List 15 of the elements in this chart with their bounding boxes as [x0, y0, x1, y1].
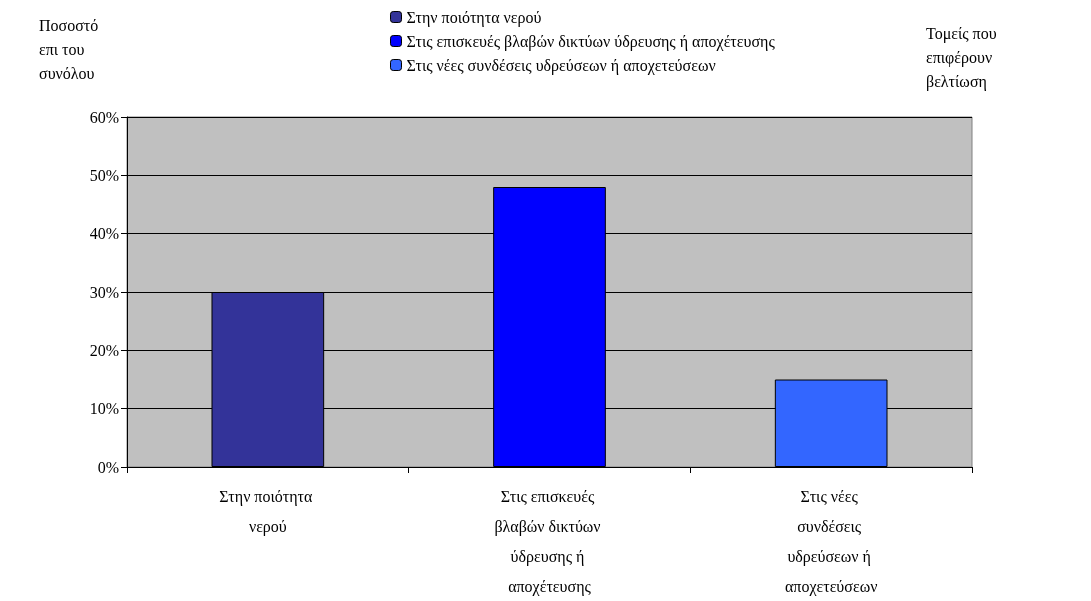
y-axis-title: Ποσοστό επι του συνόλου: [39, 16, 103, 82]
legend-label: Στην ποιότητα νερού: [406, 8, 542, 27]
y-tick-label: 10%: [89, 400, 119, 418]
y-tick-label: 20%: [89, 341, 119, 359]
y-tick-label: 0%: [97, 458, 119, 476]
x-tick-label: Στις επισκευές βλαβών δικτύων ύδρευσης ή αποχέτευσης: [494, 487, 605, 596]
legend-label: Στις νέες συνδέσεις υδρεύσεων ή αποχετεύσεων: [406, 56, 716, 75]
y-tick-label: 50%: [89, 166, 119, 184]
x-axis-title: Τομείς που επιφέρουν βελτίωση: [926, 24, 1001, 91]
legend-label: Στις επισκευές βλαβών δικτύων ύδρευσης ή αποχέτευσης: [406, 32, 776, 51]
y-tick-label: 40%: [89, 225, 119, 243]
x-tick-label: Στις νέες συνδέσεις υδρεύσεων ή αποχετεύσεων: [784, 487, 878, 596]
x-tick-label: Στην ποιότητα νερού: [219, 487, 317, 536]
y-tick-label: 30%: [89, 283, 119, 301]
y-tick-label: 60%: [89, 108, 119, 126]
